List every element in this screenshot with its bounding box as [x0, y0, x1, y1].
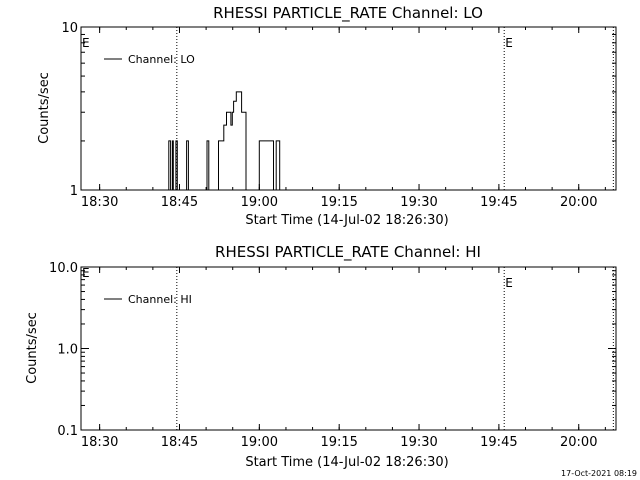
x-tick-label: 18:30: [81, 435, 118, 450]
y-tick-label: 1: [70, 184, 78, 199]
x-tick-label: 18:30: [81, 195, 118, 210]
x-tick-label: 19:45: [480, 195, 517, 210]
x-tick-label: 19:00: [241, 435, 278, 450]
x-tick-label: 19:15: [320, 435, 357, 450]
y-tick-label: 1.0: [57, 343, 78, 358]
x-tick-label: 19:30: [400, 195, 437, 210]
panel-lo-legend-label: Channel: LO: [128, 53, 195, 66]
y-tick-label: 10: [61, 21, 78, 36]
panel-lo-xlabel: Start Time (14-Jul-02 18:26:30): [245, 213, 448, 228]
panel-lo-edge-flag: E: [82, 36, 90, 50]
panel-lo-title: RHESSI PARTICLE_RATE Channel: LO: [213, 4, 483, 23]
x-tick-label: 20:00: [560, 435, 597, 450]
panel-hi-title: RHESSI PARTICLE_RATE Channel: HI: [215, 243, 481, 262]
panel-hi-ylabel: Counts/sec: [25, 312, 40, 384]
x-tick-label: 19:15: [320, 195, 357, 210]
x-tick-label: 20:00: [560, 195, 597, 210]
x-tick-label: 18:45: [161, 195, 198, 210]
x-tick-label: 19:00: [241, 195, 278, 210]
series-line: [168, 91, 281, 191]
x-tick-label: 18:45: [161, 435, 198, 450]
y-tick-label: 10.0: [49, 261, 78, 276]
panel-hi-plot-area: [80, 266, 617, 431]
footer-timestamp: 17-Oct-2021 08:19: [561, 469, 637, 478]
panel-hi-edge-flag: E: [82, 266, 90, 280]
event-marker-label: E: [505, 36, 513, 50]
y-tick-label: 0.1: [57, 424, 78, 439]
panel-hi-legend-label: Channel: HI: [128, 293, 192, 306]
panel-lo-ylabel: Counts/sec: [37, 72, 52, 144]
x-tick-label: 19:30: [400, 435, 437, 450]
event-marker-label: E: [505, 276, 513, 290]
panel-lo-plot-area: [80, 26, 617, 191]
x-tick-label: 19:45: [480, 435, 517, 450]
panel-hi-xlabel: Start Time (14-Jul-02 18:26:30): [245, 455, 448, 470]
